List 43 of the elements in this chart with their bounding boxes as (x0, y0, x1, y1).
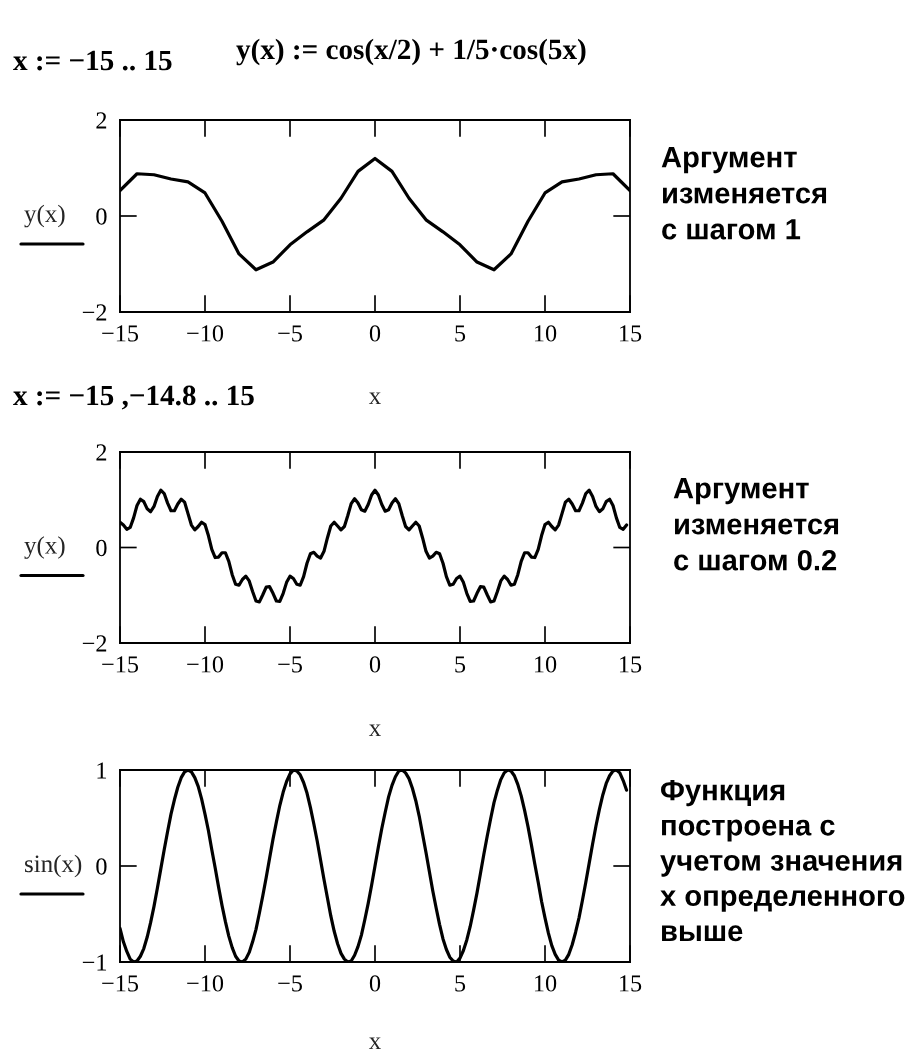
x-tick-label: −15 (102, 656, 139, 673)
x-tick-label: 15 (619, 325, 642, 342)
x-tick-label: −15 (102, 325, 139, 342)
x-tick-label: 15 (619, 656, 642, 673)
x-tick-label: −10 (187, 656, 224, 673)
x-tick-label: 5 (455, 656, 466, 673)
y-tick-label: −2 (82, 635, 107, 652)
x-tick-label: −10 (187, 325, 224, 342)
x-tick-label: −5 (278, 325, 302, 342)
x-tick-label: 10 (534, 656, 557, 673)
text: y(x) := cos(x/2) + 1/5·cos(5x) (236, 38, 586, 66)
x-axis-title: x (368, 1037, 381, 1050)
x-tick-label: 15 (619, 975, 642, 992)
text: Функция построена с учетом значения x определенного выше (660, 779, 905, 942)
x-tick-label: 10 (534, 975, 557, 992)
x-tick-label: 5 (455, 325, 466, 342)
text: x := −15 .. 15 (13, 50, 172, 71)
y-axis-title: sin(x) (25, 854, 82, 878)
text: x := −15 ,−14.8 .. 15 (13, 385, 254, 410)
x-tick-label: 0 (369, 975, 381, 992)
x-tick-label: 5 (455, 975, 466, 992)
x-tick-label: −15 (102, 975, 139, 992)
y-axis-title: y(x) (24, 536, 65, 559)
x-tick-label: −5 (278, 975, 302, 992)
y-tick-label: 0 (96, 858, 107, 875)
y-tick-label: 0 (96, 208, 107, 225)
x-tick-label: 0 (369, 656, 381, 673)
line-series (120, 770, 629, 962)
x-axis-title: x (368, 392, 381, 405)
x-tick-label: −5 (278, 656, 302, 673)
y-tick-label: 0 (96, 539, 107, 557)
y-tick-label: 1 (97, 762, 107, 779)
x-tick-label: 10 (534, 325, 557, 342)
x-tick-label: 0 (369, 325, 381, 342)
y-tick-label: 2 (96, 112, 107, 129)
x-tick-label: −10 (187, 975, 224, 992)
y-tick-label: −2 (82, 304, 107, 321)
x-axis-title: x (368, 724, 381, 737)
text: Аргумент изменяется с шагом 1 (661, 147, 827, 240)
text: Аргумент изменяется с шагом 0.2 (673, 478, 839, 571)
y-axis-title: y(x) (24, 204, 65, 228)
y-tick-label: −1 (82, 954, 107, 971)
y-tick-label: 2 (96, 444, 107, 461)
